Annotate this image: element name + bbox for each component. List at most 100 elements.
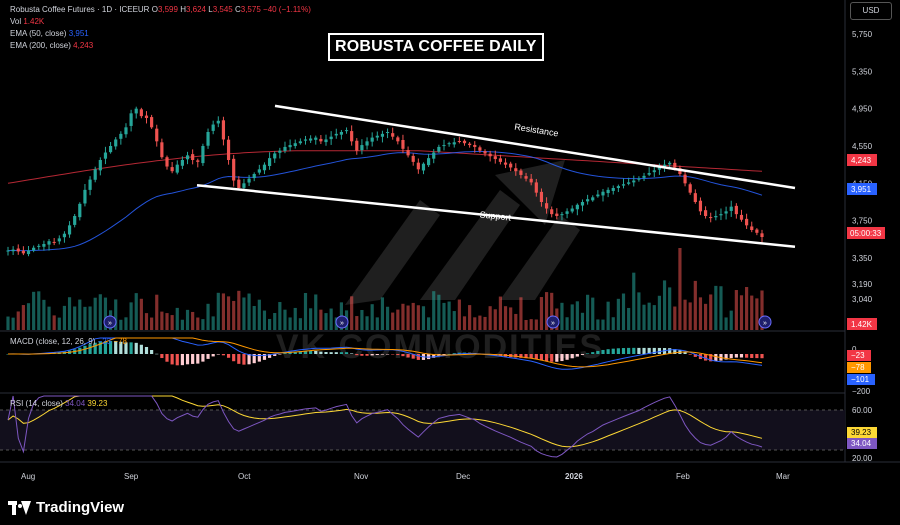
candle <box>108 146 113 153</box>
candle <box>627 182 631 184</box>
candle <box>21 250 25 254</box>
macd-histogram-bar <box>191 354 195 364</box>
macd-histogram-bar <box>273 354 277 357</box>
candle <box>98 160 102 171</box>
volume-bar <box>616 298 620 330</box>
volume-bar <box>293 307 297 330</box>
candle <box>67 225 72 235</box>
volume-bar <box>226 296 231 330</box>
candle <box>616 186 620 189</box>
y-tick-label: 5,350 <box>852 67 873 76</box>
candle <box>242 183 246 188</box>
volume-bar <box>298 318 302 330</box>
macd-histogram-bar <box>155 353 159 355</box>
candle <box>247 178 251 183</box>
candle <box>185 155 190 160</box>
event-marker[interactable]: » <box>758 315 772 329</box>
macd-histogram-bar <box>616 348 620 354</box>
macd-histogram-bar <box>160 354 164 359</box>
x-tick-label: Oct <box>238 472 251 481</box>
macd-histogram-bar <box>288 352 292 354</box>
volume-bar <box>673 306 677 330</box>
candle <box>734 205 738 215</box>
volume-bar <box>539 297 544 330</box>
macd-histogram-bar <box>185 354 190 365</box>
macd-histogram-bar <box>365 354 369 356</box>
svg-text:4,243: 4,243 <box>851 156 872 165</box>
macd-histogram-bar <box>406 354 410 358</box>
symbol-name[interactable]: Robusta Coffee Futures · 1D · ICEEUR <box>10 5 150 14</box>
symbol-row[interactable]: Robusta Coffee Futures · 1D · ICEEUR O3,… <box>10 5 311 14</box>
volume-bar <box>642 304 646 330</box>
time-axis[interactable]: Aug Sep Oct Nov Dec 2026 Feb Mar <box>21 472 790 481</box>
volume-bar <box>350 296 354 330</box>
ema50-value: 3,951 <box>68 29 89 38</box>
macd-histogram-bar <box>580 354 585 355</box>
macd-histogram-bar <box>755 354 759 359</box>
volume-value: 1.42K <box>23 17 45 26</box>
svg-text:−78: −78 <box>851 363 865 372</box>
candle <box>755 229 759 233</box>
volume-bar <box>375 317 379 330</box>
svg-text:3,951: 3,951 <box>851 185 872 194</box>
candle <box>175 164 179 173</box>
volume-bar <box>714 285 718 330</box>
volume-bar <box>724 317 728 330</box>
currency-button[interactable]: USD <box>850 2 892 20</box>
svg-text:39.23: 39.23 <box>851 428 872 437</box>
macd-histogram-bar <box>314 351 318 354</box>
macd-legend[interactable]: MACD (close, 12, 26, 9) −23 −78 <box>10 337 127 346</box>
volume-bar <box>462 316 467 330</box>
candle <box>129 113 133 126</box>
rsi-legend[interactable]: RSI (14, close) 34.04 39.23 <box>10 399 108 408</box>
volume-bar <box>652 305 656 330</box>
price-axis[interactable]: 5,750 5,350 4,950 4,550 4,150 3,750 3,35… <box>852 30 873 304</box>
macd-histogram-bar <box>129 342 133 354</box>
event-marker[interactable]: » <box>546 315 560 329</box>
candle <box>662 164 667 167</box>
tradingview-logo[interactable]: TradingView <box>8 499 124 516</box>
candle <box>457 141 461 143</box>
support-label: Support <box>479 209 512 222</box>
macd-histogram-bar <box>632 347 636 354</box>
y-tick-label: 3,350 <box>852 254 873 263</box>
support-trendline[interactable] <box>196 183 796 249</box>
volume-bar <box>683 299 687 330</box>
macd-histogram-bar <box>237 354 241 364</box>
volume-bar <box>93 297 97 330</box>
candle <box>519 170 523 175</box>
candle <box>196 160 200 162</box>
candle <box>93 169 97 180</box>
volume-bar <box>206 303 210 330</box>
volume-bar <box>473 317 477 330</box>
volume-legend-row[interactable]: Vol 1.42K <box>10 17 45 26</box>
volume-bar <box>544 292 549 330</box>
candle <box>365 141 369 146</box>
y-tick-label: 3,750 <box>852 217 873 226</box>
chart-canvas[interactable]: VK COMMODITIES Resistance Support » » » <box>0 0 900 490</box>
macd-histogram-bar <box>103 341 108 354</box>
candle <box>703 210 708 216</box>
macd-histogram-bar <box>601 349 605 354</box>
macd-histogram-bar <box>232 354 236 362</box>
volume-bar <box>406 305 410 330</box>
rsi-line <box>7 395 763 458</box>
candle <box>78 203 82 218</box>
macd-histogram-bar <box>339 352 343 354</box>
macd-histogram-bar <box>709 354 713 362</box>
candle <box>52 241 56 243</box>
ema200-legend-row[interactable]: EMA (200, close) 4,243 <box>10 41 94 50</box>
candle <box>534 182 538 193</box>
ema50-legend-row[interactable]: EMA (50, close) 3,951 <box>10 29 89 38</box>
candle <box>160 142 164 158</box>
volume-bar <box>391 312 395 330</box>
candle <box>88 179 92 190</box>
event-marker[interactable]: » <box>103 315 117 329</box>
volume-bar <box>457 299 461 330</box>
event-marker[interactable]: » <box>335 315 349 329</box>
macd-histogram-bar <box>586 353 590 354</box>
candle <box>714 216 718 218</box>
macd-histogram-bar <box>88 344 92 354</box>
volume-bar <box>139 298 143 330</box>
resistance-trendline[interactable] <box>274 104 796 190</box>
